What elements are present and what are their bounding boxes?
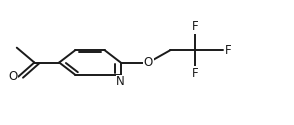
Text: N: N: [116, 76, 125, 88]
Text: O: O: [8, 70, 17, 83]
Text: F: F: [225, 44, 231, 57]
Text: F: F: [192, 20, 198, 34]
Text: F: F: [192, 67, 198, 80]
Text: O: O: [144, 56, 153, 69]
